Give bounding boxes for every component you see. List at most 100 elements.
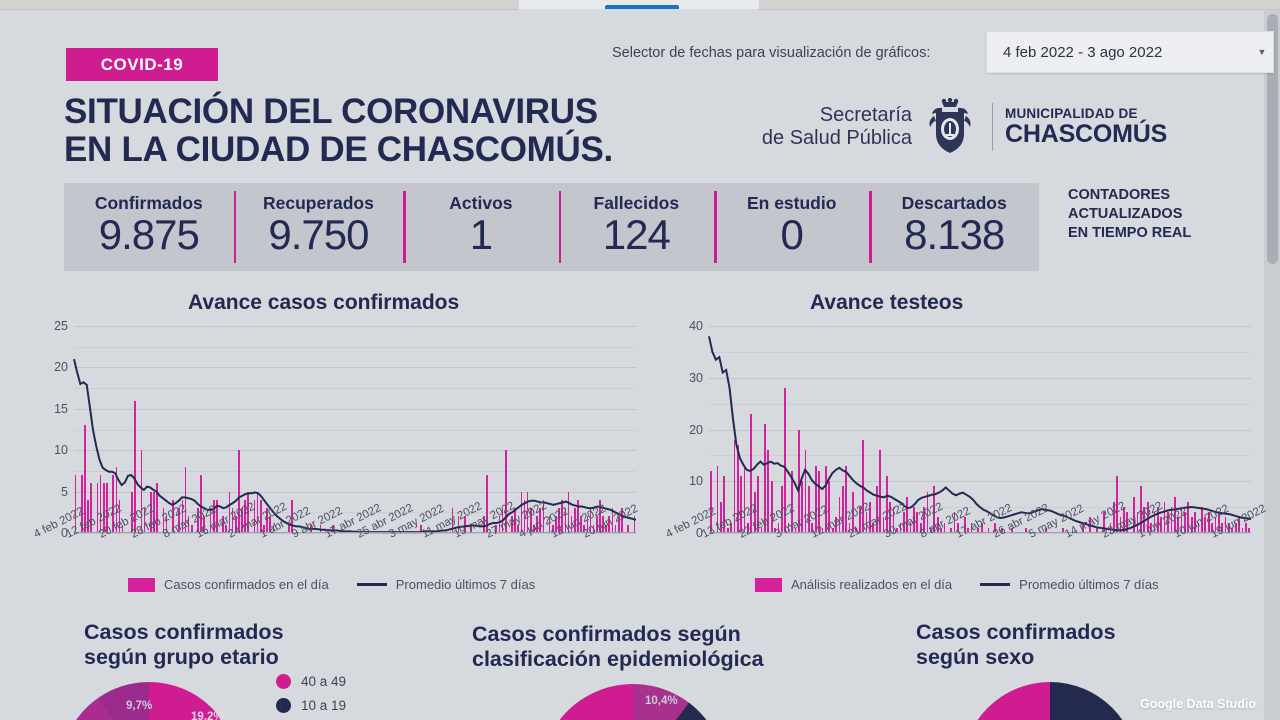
bar[interactable] <box>1221 522 1224 533</box>
bar[interactable] <box>495 524 498 533</box>
bar[interactable] <box>940 527 942 533</box>
bar[interactable] <box>184 466 187 533</box>
bar[interactable] <box>134 400 137 533</box>
bar[interactable] <box>288 524 290 533</box>
bar[interactable] <box>520 491 523 533</box>
bar[interactable] <box>1248 527 1251 533</box>
bar[interactable] <box>770 481 773 533</box>
bar[interactable] <box>187 516 190 533</box>
bar[interactable] <box>909 522 912 533</box>
bar[interactable] <box>570 516 573 533</box>
bar[interactable] <box>608 516 611 533</box>
bar[interactable] <box>953 512 956 533</box>
bar[interactable] <box>926 491 929 533</box>
bar[interactable] <box>482 516 485 533</box>
bar[interactable] <box>1167 512 1169 533</box>
bar[interactable] <box>885 476 888 533</box>
date-range-selector[interactable]: 4 feb 2022 - 3 ago 2022 ▼ <box>986 31 1274 73</box>
bar[interactable] <box>1187 501 1190 533</box>
bar[interactable] <box>470 524 472 533</box>
bar[interactable] <box>811 522 814 533</box>
bar[interactable] <box>791 470 793 533</box>
bar[interactable] <box>723 476 726 533</box>
bar[interactable] <box>1119 517 1122 533</box>
bar[interactable] <box>1156 507 1159 533</box>
bar[interactable] <box>81 475 83 533</box>
bar[interactable] <box>814 465 817 533</box>
bar[interactable] <box>818 470 820 533</box>
bar[interactable] <box>156 483 158 533</box>
bar[interactable] <box>583 524 585 533</box>
bar[interactable] <box>197 508 199 533</box>
bar[interactable] <box>551 524 554 533</box>
bar[interactable] <box>504 450 507 533</box>
bar[interactable] <box>1207 512 1210 533</box>
bar[interactable] <box>586 516 589 533</box>
bar[interactable] <box>1024 527 1027 533</box>
bar[interactable] <box>987 527 990 533</box>
bar[interactable] <box>896 527 898 533</box>
bar[interactable] <box>1197 522 1200 533</box>
bar[interactable] <box>216 499 218 533</box>
bar[interactable] <box>190 524 193 533</box>
bar[interactable] <box>225 524 228 533</box>
bar[interactable] <box>115 466 118 533</box>
bar[interactable] <box>523 499 526 533</box>
bar[interactable] <box>1001 527 1003 533</box>
bar[interactable] <box>1217 512 1220 533</box>
pie-chart-sexo[interactable] <box>962 682 1138 720</box>
bar[interactable] <box>1123 507 1125 533</box>
bar[interactable] <box>573 508 576 533</box>
bar[interactable] <box>90 483 93 533</box>
bar[interactable] <box>592 524 595 533</box>
bar[interactable] <box>222 516 224 533</box>
bar[interactable] <box>777 522 780 533</box>
bar[interactable] <box>533 524 535 533</box>
bar[interactable] <box>950 527 953 533</box>
bar[interactable] <box>244 499 246 533</box>
bar[interactable] <box>913 507 915 533</box>
bar[interactable] <box>1102 512 1105 533</box>
bar[interactable] <box>719 501 722 533</box>
bar[interactable] <box>263 524 265 533</box>
bar[interactable] <box>1214 517 1217 533</box>
bar[interactable] <box>118 499 121 533</box>
bar[interactable] <box>259 499 262 533</box>
bar[interactable] <box>726 527 729 533</box>
bar[interactable] <box>824 465 827 533</box>
bar[interactable] <box>740 476 743 533</box>
bar[interactable] <box>1045 527 1047 533</box>
bar[interactable] <box>845 465 848 533</box>
bar[interactable] <box>1170 507 1173 533</box>
bar[interactable] <box>511 516 513 533</box>
bar[interactable] <box>131 491 133 533</box>
bar[interactable] <box>919 522 922 533</box>
bar[interactable] <box>238 450 240 533</box>
bar[interactable] <box>760 527 763 533</box>
bar[interactable] <box>764 424 766 533</box>
bar[interactable] <box>936 517 939 533</box>
bar[interactable] <box>1211 522 1213 533</box>
bar[interactable] <box>112 475 115 533</box>
bar[interactable] <box>1177 517 1180 533</box>
bar[interactable] <box>162 508 165 533</box>
bar[interactable] <box>943 522 946 533</box>
bar[interactable] <box>539 508 542 533</box>
bar[interactable] <box>794 527 797 533</box>
bar[interactable] <box>150 491 152 533</box>
bar[interactable] <box>231 508 234 533</box>
bar[interactable] <box>617 516 620 533</box>
bar[interactable] <box>1204 517 1207 533</box>
bar[interactable] <box>994 522 997 533</box>
bar[interactable] <box>743 465 746 533</box>
bar[interactable] <box>1126 512 1129 533</box>
bar[interactable] <box>1228 522 1230 533</box>
bar[interactable] <box>1153 512 1156 533</box>
bar[interactable] <box>548 516 551 533</box>
bar[interactable] <box>247 491 250 533</box>
bar[interactable] <box>963 517 966 533</box>
bar[interactable] <box>253 499 256 533</box>
bar[interactable] <box>140 450 143 533</box>
bar[interactable] <box>767 450 770 533</box>
bar[interactable] <box>498 516 501 533</box>
